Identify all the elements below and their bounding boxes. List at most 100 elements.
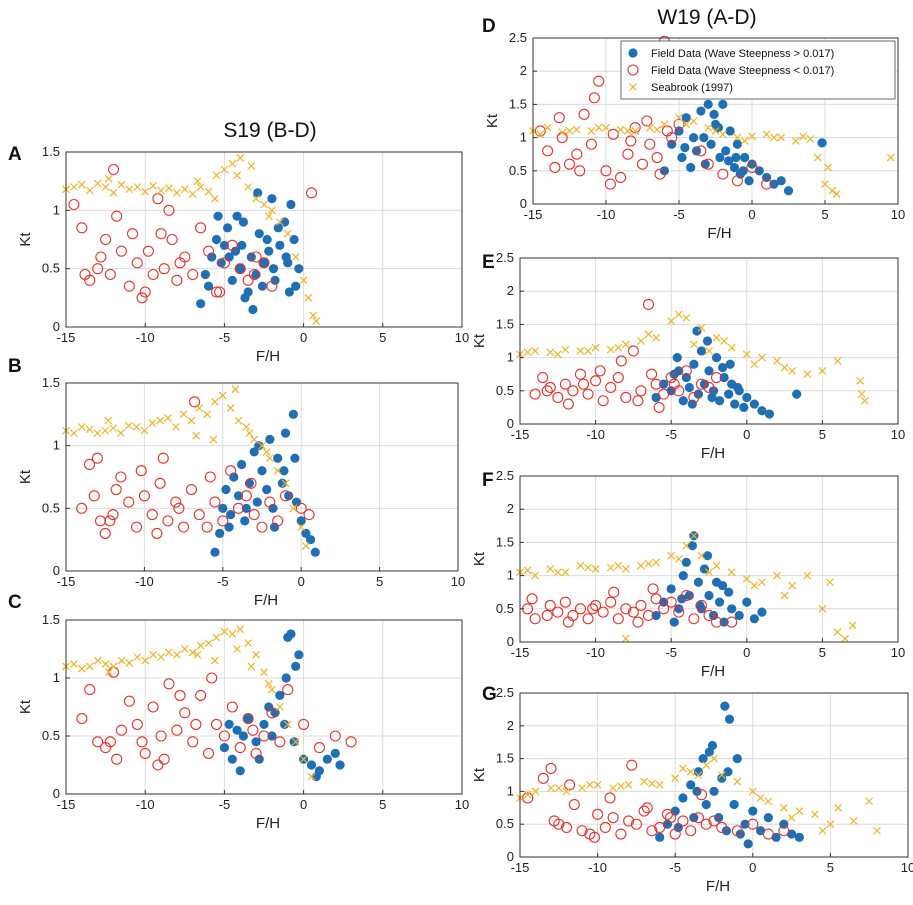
point-seabrook [220,627,229,636]
point-steep [322,754,332,764]
point-steep [677,594,687,604]
point-steep [696,346,707,356]
point-seabrook [132,422,141,431]
point-steep [693,577,704,587]
point-steep [230,246,241,256]
panel-f: F -15 -10 -5 0 5 10 0 0.5 1 1.5 2 2.5 F/H Kt [471,468,905,680]
point-seabrook [828,186,837,195]
point-seabrook [655,780,664,789]
point-flat [163,678,175,690]
point-flat [588,92,600,104]
point-seabrook [101,183,110,191]
point-flat [187,268,199,281]
point-seabrook [275,218,284,226]
point-steep [262,484,272,495]
point-seabrook [157,653,165,662]
point-steep [273,223,283,233]
point-steep [744,176,754,186]
point-steep [651,610,661,621]
point-steep [666,584,676,594]
point-steep [264,246,274,256]
point-flat [645,368,658,380]
point-flat [627,606,639,618]
point-steep [284,491,294,501]
point-steep [702,551,713,561]
y-axis-label: Kt [484,113,501,128]
point-flat [305,187,318,199]
point-seabrook [171,422,180,431]
point-flat [635,385,647,397]
point-steep [699,564,710,574]
y-tick-label: 0.5 [496,383,514,398]
point-seabrook [307,772,316,781]
point-seabrook [652,333,661,342]
point-flat [131,257,143,269]
point-flat [746,161,758,174]
point-steep [707,740,718,751]
point-flat [92,736,104,748]
point-flat [279,490,292,502]
point-seabrook [591,343,600,352]
point-steep [743,839,753,849]
point-steep [701,799,711,810]
point-flat [155,730,167,742]
point-steep [216,258,226,268]
point-steep [268,264,279,274]
point-seabrook [204,639,213,648]
point-flat [147,701,159,713]
point-seabrook [283,229,292,238]
point-flat [665,596,677,608]
y-tick-label: 2.5 [509,30,527,45]
point-seabrook [621,340,630,349]
point-seabrook [109,424,117,433]
plot-area [520,693,908,857]
point-steep [224,719,234,730]
point-flat [242,274,254,286]
point-seabrook [125,185,134,194]
point-flat [345,736,357,748]
point-flat [620,603,632,615]
point-flat [529,613,541,625]
point-steep [267,194,277,204]
series-field-data-wave-steepness-0-017 [522,583,738,628]
point-seabrook [740,136,749,145]
point-seabrook [523,348,532,357]
point-seabrook [803,370,812,379]
point-steep [280,428,291,438]
series-field-data-wave-steepness-0-017 [522,759,790,843]
point-seabrook [244,183,253,191]
x-tick-label: -5 [217,574,229,589]
point-steep [704,590,714,601]
panel-letter-e: E [482,252,495,273]
point-steep [655,832,665,842]
point-flat [695,378,707,390]
point-seabrook [803,571,812,580]
point-steep [711,353,722,363]
point-seabrook [704,123,713,132]
legend-marker-steep [628,48,638,58]
point-flat [217,515,229,527]
x-tick-label: 5 [819,427,826,442]
point-steep [335,760,345,770]
point-flat [731,175,743,187]
point-seabrook [85,425,94,434]
axes-box [65,382,459,572]
point-seabrook [748,132,756,141]
point-steep [222,223,233,233]
point-seabrook [109,662,118,671]
point-seabrook [247,162,256,170]
x-tick-label: -15 [511,860,530,875]
point-flat [94,515,107,527]
point-seabrook [757,578,766,587]
point-steep [703,99,713,109]
series-field-data-wave-steepness-0-017 [651,531,767,627]
point-seabrook [124,421,133,430]
point-steep [265,434,275,444]
point-flat [708,815,720,827]
point-seabrook [69,183,78,191]
y-tick-label: 1 [53,202,60,217]
point-steep [289,234,299,245]
x-tick-label: 0 [300,330,307,345]
y-tick-label: 1 [507,350,514,365]
point-flat [700,818,712,830]
